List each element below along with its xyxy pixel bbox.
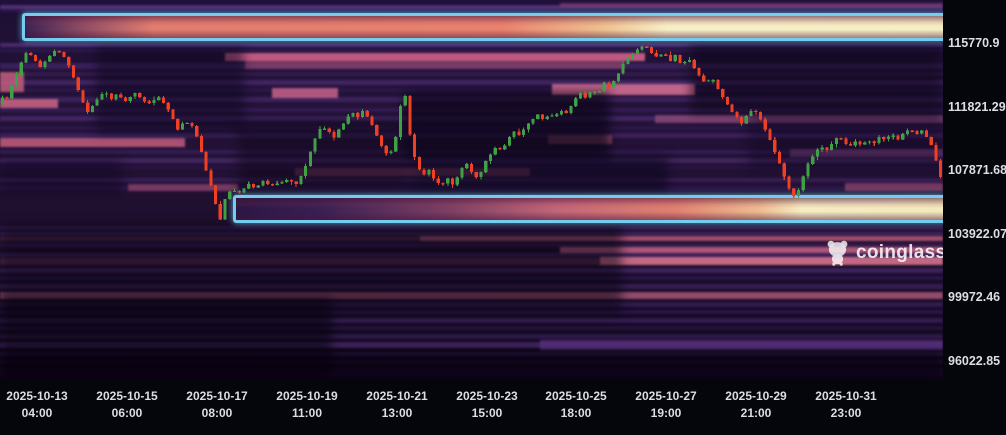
heat-stripe [0, 326, 943, 330]
heat-stripe [540, 340, 943, 350]
heat-dark-zone [0, 352, 943, 379]
coinglass-bear-icon [827, 240, 848, 266]
heat-stripe [0, 318, 943, 323]
watermark-label: coinglass [856, 242, 943, 263]
time-axis-label: 2025-10-13 04:00 [6, 389, 68, 420]
plot-area[interactable]: coinglass [0, 0, 943, 379]
heat-stripe [0, 342, 943, 348]
heat-stripe [0, 72, 943, 76]
heat-stripe [0, 138, 185, 147]
heat-stripe [0, 99, 58, 108]
heat-stripe [0, 5, 943, 9]
heat-stripe [0, 49, 943, 52]
time-axis[interactable]: 2025-10-13 04:00 2025-10-15 06:00 2025-10-17… [0, 379, 1006, 435]
price-axis-label: 96022.85 [948, 353, 1001, 368]
heat-stripe [552, 84, 695, 95]
heat-stripe [790, 149, 943, 157]
price-axis-label: 103922.07 [948, 226, 1006, 241]
heat-stripe [560, 3, 943, 7]
heat-stripe [0, 88, 943, 92]
heat-stripe [245, 61, 625, 69]
time-axis-label: 2025-10-23 15:00 [456, 389, 518, 420]
price-axis-label: 115770.9 [948, 36, 1000, 50]
heat-stripe [0, 43, 943, 47]
heat-stripe [600, 257, 943, 265]
heat-stripe [128, 184, 238, 191]
price-axis[interactable]: 115770.9 111821.29 107871.68 103922.07 99972… [943, 0, 1006, 379]
heat-dark-zone [0, 158, 122, 196]
time-axis-label: 2025-10-15 06:00 [96, 389, 158, 420]
heat-stripe [0, 9, 943, 12]
lower-liquidation-band-box[interactable] [233, 195, 943, 223]
time-axis-label: 2025-10-19 11:00 [276, 389, 338, 420]
price-axis-label: 111821.29 [948, 99, 1006, 114]
price-axis-label: 107871.68 [948, 163, 1006, 177]
price-axis-label: 99972.46 [948, 290, 1001, 304]
heat-dark-zone [412, 155, 668, 197]
upper-liquidation-band-box[interactable] [22, 13, 943, 41]
time-axis-label: 2025-10-27 19:00 [635, 389, 697, 420]
heat-stripe [0, 334, 943, 339]
heat-stripe [655, 115, 943, 123]
heat-stripe [0, 80, 943, 85]
heat-dark-zone [690, 42, 943, 114]
heat-stripe [225, 53, 645, 61]
candlestick-series [0, 45, 943, 221]
time-axis-label: 2025-10-29 21:00 [725, 389, 787, 420]
heat-dark-zone [96, 46, 244, 134]
heat-stripe [420, 236, 943, 241]
time-axis-label: 2025-10-25 18:00 [545, 389, 607, 420]
time-axis-label: 2025-10-21 13:00 [366, 389, 428, 420]
heatmap-dark-layer [0, 42, 943, 379]
time-axis-label: 2025-10-31 23:00 [815, 389, 877, 420]
heat-stripe [845, 183, 943, 191]
coinglass-watermark: coinglass [826, 240, 943, 266]
heat-stripe [560, 247, 943, 253]
heat-stripe [272, 88, 338, 98]
heat-stripe [0, 0, 943, 3]
time-axis-label: 2025-10-17 08:00 [186, 389, 248, 420]
